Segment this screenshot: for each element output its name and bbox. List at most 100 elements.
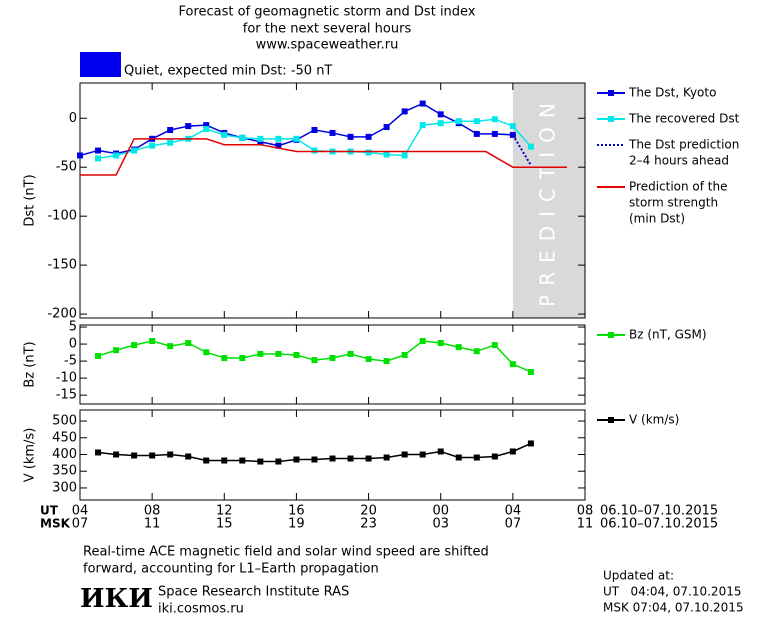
data-point xyxy=(527,143,534,150)
y-tick-label: 350 xyxy=(52,464,77,479)
data-point xyxy=(185,340,192,347)
legend-marker xyxy=(608,116,614,122)
data-point xyxy=(221,355,228,362)
data-point xyxy=(311,147,318,154)
data-point xyxy=(203,457,210,464)
data-point xyxy=(149,142,156,149)
x-tick-label: 04 xyxy=(505,504,522,519)
data-point xyxy=(293,351,300,358)
data-point xyxy=(311,456,318,463)
data-point xyxy=(239,355,246,362)
data-point xyxy=(401,451,408,458)
data-point xyxy=(437,340,444,347)
data-point xyxy=(455,344,462,351)
data-point xyxy=(95,147,102,154)
data-point xyxy=(365,133,372,140)
y-tick-label: 450 xyxy=(52,430,77,445)
y-tick-label: -15 xyxy=(56,388,77,403)
data-point xyxy=(383,124,390,131)
data-point xyxy=(149,452,156,459)
legend-label: 2–4 hours ahead xyxy=(629,154,729,168)
x-tick-label: 04 xyxy=(72,504,89,519)
data-point xyxy=(419,338,426,345)
data-point xyxy=(473,130,480,137)
x-tick-label: 16 xyxy=(288,504,305,519)
y-tick-label: 5 xyxy=(69,320,77,335)
date-range: 06.10–07.10.2015 xyxy=(600,517,718,532)
data-point xyxy=(257,458,264,465)
data-point xyxy=(455,118,462,125)
y-axis-label: V (km/s) xyxy=(23,428,38,483)
prediction-zone xyxy=(512,83,585,318)
data-point xyxy=(239,457,246,464)
legend-label: Prediction of the xyxy=(629,180,728,194)
y-tick-label: 500 xyxy=(52,414,77,429)
data-point xyxy=(509,123,516,130)
data-point xyxy=(167,343,174,350)
data-point xyxy=(95,155,102,162)
data-point xyxy=(473,454,480,461)
data-point xyxy=(365,149,372,156)
data-point xyxy=(527,368,534,375)
data-point xyxy=(311,357,318,364)
title: Forecast of geomagnetic storm and Dst in… xyxy=(178,5,475,20)
data-point xyxy=(185,453,192,460)
data-point xyxy=(77,152,83,159)
prediction-label: PREDICTION xyxy=(535,94,559,307)
data-point xyxy=(365,455,372,462)
data-point xyxy=(221,131,228,138)
site: iki.cosmos.ru xyxy=(158,602,244,617)
data-point xyxy=(167,127,174,133)
title: www.spaceweather.ru xyxy=(256,38,399,53)
data-point xyxy=(95,352,102,359)
data-point xyxy=(401,351,408,358)
legend-marker xyxy=(608,332,614,338)
data-point xyxy=(203,126,210,133)
data-point xyxy=(275,135,282,142)
data-point xyxy=(383,151,390,158)
x-tick-label: 20 xyxy=(360,504,377,519)
data-point xyxy=(419,100,426,107)
data-point xyxy=(329,355,336,362)
status: Quiet, expected min Dst: -50 nT xyxy=(124,64,332,79)
updated-msk: MSK 07:04, 07.10.2015 xyxy=(603,601,744,615)
data-point xyxy=(347,455,354,462)
y-tick-label: 0 xyxy=(69,111,77,126)
note: forward, accounting for L1–Earth propaga… xyxy=(83,562,379,577)
data-point xyxy=(401,152,408,159)
data-point xyxy=(473,118,480,125)
data-point xyxy=(203,349,210,356)
data-point xyxy=(491,453,498,460)
data-point xyxy=(401,108,408,115)
data-point xyxy=(275,458,282,465)
x-tick-label: 00 xyxy=(432,504,449,519)
x-tick-label: 12 xyxy=(216,504,233,519)
data-point xyxy=(491,130,498,137)
data-point xyxy=(437,111,444,118)
status-box xyxy=(80,52,121,77)
data-point xyxy=(221,457,228,464)
data-point xyxy=(239,134,246,141)
y-tick-label: 0 xyxy=(69,337,77,352)
data-point xyxy=(257,350,264,357)
plot-frame xyxy=(79,409,586,501)
y-tick-label: -5 xyxy=(64,354,77,369)
x-row-label: MSK xyxy=(40,517,71,531)
x-tick-label-msk: 11 xyxy=(144,517,161,532)
updated-ut: UT 04:04, 07.10.2015 xyxy=(603,585,741,599)
data-point xyxy=(437,448,444,455)
legend-label: The Dst, Kyoto xyxy=(628,86,716,100)
plot-frame xyxy=(79,324,586,405)
data-point xyxy=(131,147,138,154)
series-line xyxy=(80,138,567,176)
data-point xyxy=(257,135,264,142)
data-point xyxy=(131,342,138,349)
legend-label: (min Dst) xyxy=(629,212,685,226)
institute: Space Research Institute RAS xyxy=(158,585,349,600)
legend-label: V (km/s) xyxy=(629,413,679,427)
y-tick-label: -10 xyxy=(56,371,77,386)
x-tick-label-msk: 15 xyxy=(216,517,233,532)
data-point xyxy=(275,142,282,149)
date-range: 06.10–07.10.2015 xyxy=(600,504,718,519)
